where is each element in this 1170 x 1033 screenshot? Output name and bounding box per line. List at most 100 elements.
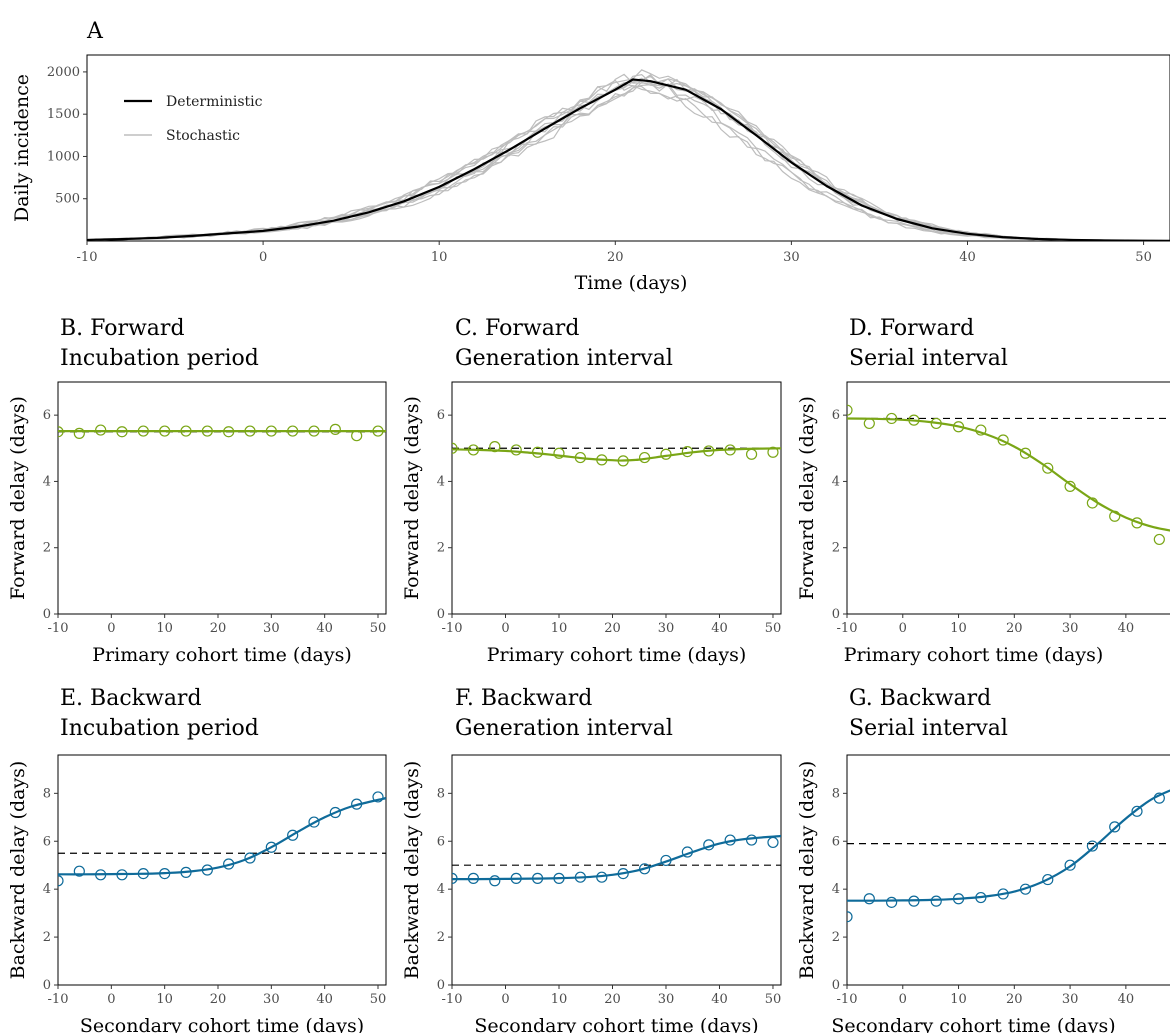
x-tick-label: -10 — [837, 992, 858, 1007]
data-point — [180, 866, 192, 878]
stochastic-series-line — [87, 73, 1170, 241]
x-tick-label: 40 — [316, 621, 333, 636]
data-point — [244, 425, 256, 437]
y-tick-label: 4 — [437, 882, 445, 897]
data-point — [596, 454, 608, 466]
x-tick-label: 20 — [210, 621, 227, 636]
data-point — [574, 871, 586, 883]
data-point — [1131, 517, 1143, 529]
x-axis-title: Secondary cohort time (days) — [80, 1015, 364, 1033]
fit-series-line — [452, 834, 781, 881]
y-tick-label: 4 — [832, 474, 840, 489]
data-point — [1042, 873, 1054, 886]
x-axis-title: Primary cohort time (days) — [92, 644, 351, 666]
plot-area — [58, 423, 386, 442]
legend-label: Deterministic — [166, 94, 263, 110]
y-tick-label: 1000 — [47, 149, 80, 164]
x-tick-label: 30 — [783, 250, 800, 265]
x-tick-label: 10 — [156, 992, 173, 1007]
y-tick-label: 1500 — [47, 107, 80, 122]
data-point — [745, 834, 758, 846]
x-tick-label: 30 — [263, 992, 280, 1007]
y-axis-title: Backward delay (days) — [401, 761, 423, 980]
y-tick-label: 6 — [832, 408, 840, 423]
y-tick-label: 0 — [43, 607, 51, 622]
x-tick-label: 20 — [210, 992, 227, 1007]
y-tick-label: 2 — [43, 930, 51, 945]
x-tick-label: 0 — [107, 992, 115, 1007]
data-point — [997, 434, 1009, 446]
data-point — [952, 421, 965, 433]
data-point — [244, 852, 256, 864]
data-point — [997, 888, 1009, 900]
x-tick-label: -10 — [837, 621, 858, 636]
legend-label: Stochastic — [166, 128, 240, 144]
plot-area — [87, 69, 1170, 241]
y-axis-title: Backward delay (days) — [7, 761, 29, 980]
data-point — [1086, 840, 1098, 852]
x-axis-title: Primary cohort time (days) — [844, 644, 1103, 666]
data-point — [1109, 821, 1121, 833]
data-point — [1109, 510, 1121, 522]
panel-title-line: G. Backward — [849, 686, 991, 711]
panel-title-line: Serial interval — [849, 716, 1008, 741]
data-point — [745, 448, 758, 460]
x-tick-label: -10 — [77, 250, 98, 265]
panel-title-line: B. Forward — [60, 316, 185, 341]
data-point — [116, 426, 128, 438]
x-tick-label: -10 — [48, 992, 69, 1007]
x-tick-label: 20 — [604, 621, 621, 636]
data-point — [73, 865, 85, 877]
y-tick-label: 0 — [437, 978, 445, 993]
plot-area — [847, 789, 1170, 923]
data-point — [617, 455, 629, 467]
x-tick-label: 50 — [370, 621, 387, 636]
deterministic-series-line — [87, 78, 1170, 241]
data-point — [660, 448, 672, 460]
x-tick-label: 50 — [370, 992, 387, 1007]
data-point — [1064, 480, 1076, 492]
panel-title-line: A — [86, 19, 104, 44]
panel-title: C. Forward Generation interval — [455, 316, 673, 371]
data-point — [489, 441, 501, 453]
data-point — [767, 836, 779, 849]
x-axis-title: Secondary cohort time (days) — [831, 1015, 1115, 1033]
panel-title-line: D. Forward — [849, 316, 974, 341]
panel-a: A -10 0 10 20 30 40 50 500 1000 1500 2000 Time (days… — [11, 19, 1170, 294]
data-point — [73, 427, 85, 439]
data-point — [681, 846, 693, 858]
data-point — [452, 442, 458, 454]
data-point — [553, 447, 565, 459]
panel-title: A — [86, 19, 104, 44]
fit-series-line — [847, 417, 1170, 532]
panel-title: D. Forward Serial interval — [849, 316, 1008, 371]
data-point — [510, 444, 522, 456]
legend: Deterministic Stochastic — [124, 94, 263, 144]
panel-e: E. Backward Incubation period-10 0 10 20 30 40… — [7, 686, 387, 1033]
data-point — [930, 895, 942, 907]
y-tick-label: 0 — [437, 607, 445, 622]
data-point — [58, 426, 64, 438]
data-point — [452, 872, 458, 884]
plot-frame — [451, 754, 782, 986]
x-axis-title: Secondary cohort time (days) — [474, 1015, 758, 1033]
data-point — [201, 864, 213, 876]
x-tick-label: 0 — [899, 992, 907, 1007]
x-tick-label: 30 — [658, 621, 675, 636]
x-tick-label: 20 — [604, 992, 621, 1007]
y-tick-label: 6 — [43, 408, 51, 423]
panel-title: E. Backward Incubation period — [60, 686, 259, 741]
data-point — [724, 444, 736, 456]
y-tick-label: 6 — [437, 408, 445, 423]
x-tick-label: 40 — [959, 250, 976, 265]
x-tick-label: 30 — [658, 992, 675, 1007]
data-point — [1042, 462, 1054, 474]
y-tick-label: 6 — [43, 834, 51, 849]
x-tick-label: -10 — [442, 621, 463, 636]
y-tick-label: 8 — [43, 786, 51, 801]
data-point — [308, 816, 320, 828]
x-tick-label: 10 — [156, 621, 173, 636]
x-tick-label: 0 — [899, 621, 907, 636]
y-tick-label: 8 — [437, 786, 445, 801]
